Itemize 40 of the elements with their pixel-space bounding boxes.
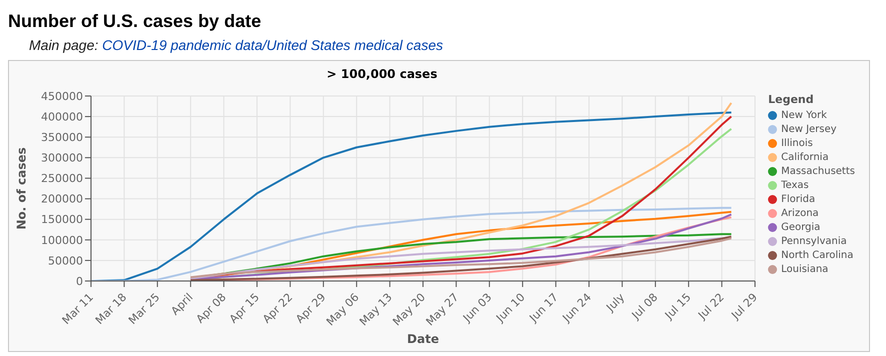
y-tick-label: 300000 [41,152,83,165]
y-tick-label: 50000 [48,254,83,268]
y-tick-label: 350000 [41,131,83,144]
x-tick-label: Jun 10 [493,290,528,326]
y-tick-label: 200000 [41,192,83,206]
x-tick-label: Apr 15 [226,290,262,326]
x-tick-label: Jun 17 [526,290,561,326]
legend-title: Legend [768,93,815,106]
x-tick-label: Apr 08 [194,290,229,326]
x-tick-label: Jun 24 [560,290,594,326]
y-tick-label: 450000 [41,90,83,103]
y-tick-label: 100000 [41,234,83,247]
legend-label: Louisiana [781,264,828,274]
x-tick-label: Jun 03 [460,290,494,326]
legend-label: North Carolina [781,250,854,260]
y-tick-label: 250000 [41,172,83,186]
x-tick-label: Jul 08 [628,290,660,322]
x-axis-title: Date [407,332,439,346]
legend-label: New York [781,110,827,120]
legend-label: New Jersey [781,124,837,134]
x-tick-label: Jul 22 [695,290,727,322]
y-tick-label: 150000 [41,213,83,226]
chart-title: Number of U.S. cases by date [8,10,262,33]
line-series [91,206,732,281]
legend-label: Arizona [781,208,819,218]
legend-label: Illinois [781,138,813,148]
legend-label: California [781,152,829,162]
legend-label: Massachusetts [781,166,855,176]
legend-label: Georgia [781,222,820,232]
legend-label: Florida [781,194,816,204]
y-tick-label: 400000 [41,110,83,124]
x-tick-label: Apr 22 [260,290,296,326]
x-tick-label: Jul 29 [728,290,760,322]
x-tick-label: Jul 15 [662,290,694,322]
text: > 100,000 cases [326,67,438,81]
y-axis-title: No. of cases [14,147,28,230]
legend-label: Pennsylvania [781,236,847,246]
chart-subtitle: Main page: COVID-19 pandemic data/United States medical cases [29,36,444,55]
y-tick-label: 0 [76,274,83,288]
legend-label: Texas [781,180,809,190]
